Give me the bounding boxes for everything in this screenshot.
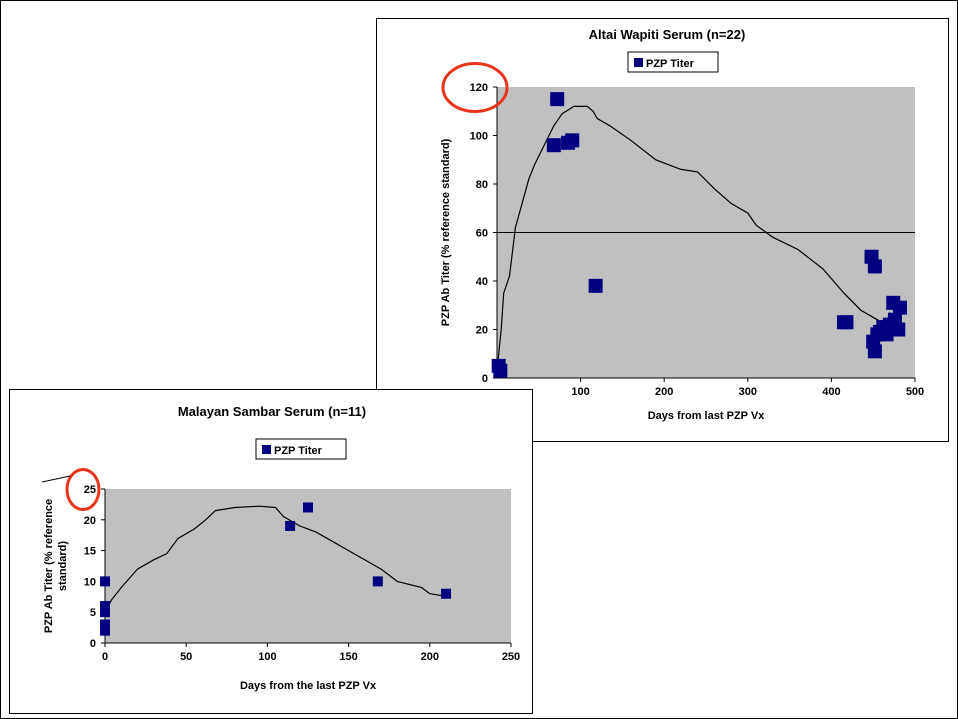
data-point xyxy=(285,520,296,531)
y-tick-label: 40 xyxy=(476,276,488,288)
x-tick-label: 500 xyxy=(906,386,924,398)
highlight-circle xyxy=(65,468,101,511)
legend-box xyxy=(255,438,347,460)
chart-title: Malayan Sambar Serum (n=11) xyxy=(178,404,366,419)
x-axis-label: Days from last PZP Vx xyxy=(648,410,765,422)
y-tick-label: 0 xyxy=(482,373,488,385)
legend-marker xyxy=(262,445,271,454)
x-tick-label: 200 xyxy=(421,651,439,663)
x-axis-label: Days from the last PZP Vx xyxy=(240,680,377,692)
x-tick-label: 400 xyxy=(822,386,840,398)
data-point xyxy=(100,601,110,612)
y-axis-label: PZP Ab Titer (% reference xyxy=(43,499,55,633)
trend-curve xyxy=(104,505,450,613)
plot-area xyxy=(105,489,511,643)
chart-legend: PZP Titer xyxy=(627,51,719,73)
data-point xyxy=(546,138,561,153)
x-tick-label: 50 xyxy=(180,651,192,663)
altai-wapiti-chart-svg: Altai Wapiti Serum (n=22) PZP Titer 0 20 40 6… xyxy=(440,27,924,422)
data-point xyxy=(565,133,580,148)
data-point xyxy=(891,322,906,337)
y-axis-label: PZP Ab Titer (% reference standard) xyxy=(440,138,452,326)
y-tick-label: 0 xyxy=(90,638,96,650)
data-point xyxy=(550,92,565,107)
data-point xyxy=(100,625,110,636)
altai-wapiti-chart: Altai Wapiti Serum (n=22) PZP Titer 0 20 40 6… xyxy=(376,18,949,442)
data-point xyxy=(839,315,854,330)
data-point xyxy=(441,588,452,599)
legend-label: PZP Titer xyxy=(274,445,323,457)
legend-box xyxy=(627,51,719,73)
data-point xyxy=(100,576,110,587)
y-tick-label: 100 xyxy=(470,131,488,143)
data-point xyxy=(100,607,110,618)
y-tick-label: 10 xyxy=(84,576,96,588)
data-point xyxy=(372,576,383,587)
y-tick-label: 60 xyxy=(476,228,488,240)
chart-title: Altai Wapiti Serum (n=22) xyxy=(589,27,746,42)
x-tick-label: 200 xyxy=(655,386,673,398)
y-axis-label: standard) xyxy=(57,541,69,591)
chart-legend: PZP Titer xyxy=(255,438,347,460)
malayan-sambar-chart: Malayan Sambar Serum (n=11) PZP Titer 0 5 10… xyxy=(9,389,533,714)
data-point xyxy=(588,278,603,293)
data-point xyxy=(892,300,907,315)
x-tick-label: 100 xyxy=(258,651,276,663)
y-tick-label: 120 xyxy=(470,82,488,94)
data-point xyxy=(867,344,882,359)
highlight-circle xyxy=(441,62,509,113)
legend-label: PZP Titer xyxy=(646,58,695,70)
data-point xyxy=(867,259,882,274)
x-tick-label: 100 xyxy=(571,386,589,398)
trend-curve xyxy=(496,105,891,371)
x-tick-label: 300 xyxy=(739,386,757,398)
data-point xyxy=(303,502,313,513)
x-tick-label: 0 xyxy=(102,651,108,663)
x-tick-label: 150 xyxy=(339,651,357,663)
y-tick-label: 20 xyxy=(476,325,488,337)
y-tick-label: 25 xyxy=(84,484,96,496)
y-tick-label: 80 xyxy=(476,179,488,191)
data-point xyxy=(493,363,508,378)
x-tick-label: 250 xyxy=(502,651,520,663)
leader-line xyxy=(41,475,71,483)
y-tick-label: 5 xyxy=(90,607,96,619)
legend-marker xyxy=(634,58,643,67)
y-tick-label: 20 xyxy=(84,515,96,527)
data-point xyxy=(100,619,110,630)
y-tick-label: 15 xyxy=(84,546,96,558)
malayan-sambar-chart-svg: Malayan Sambar Serum (n=11) PZP Titer 0 5 10… xyxy=(41,404,520,692)
